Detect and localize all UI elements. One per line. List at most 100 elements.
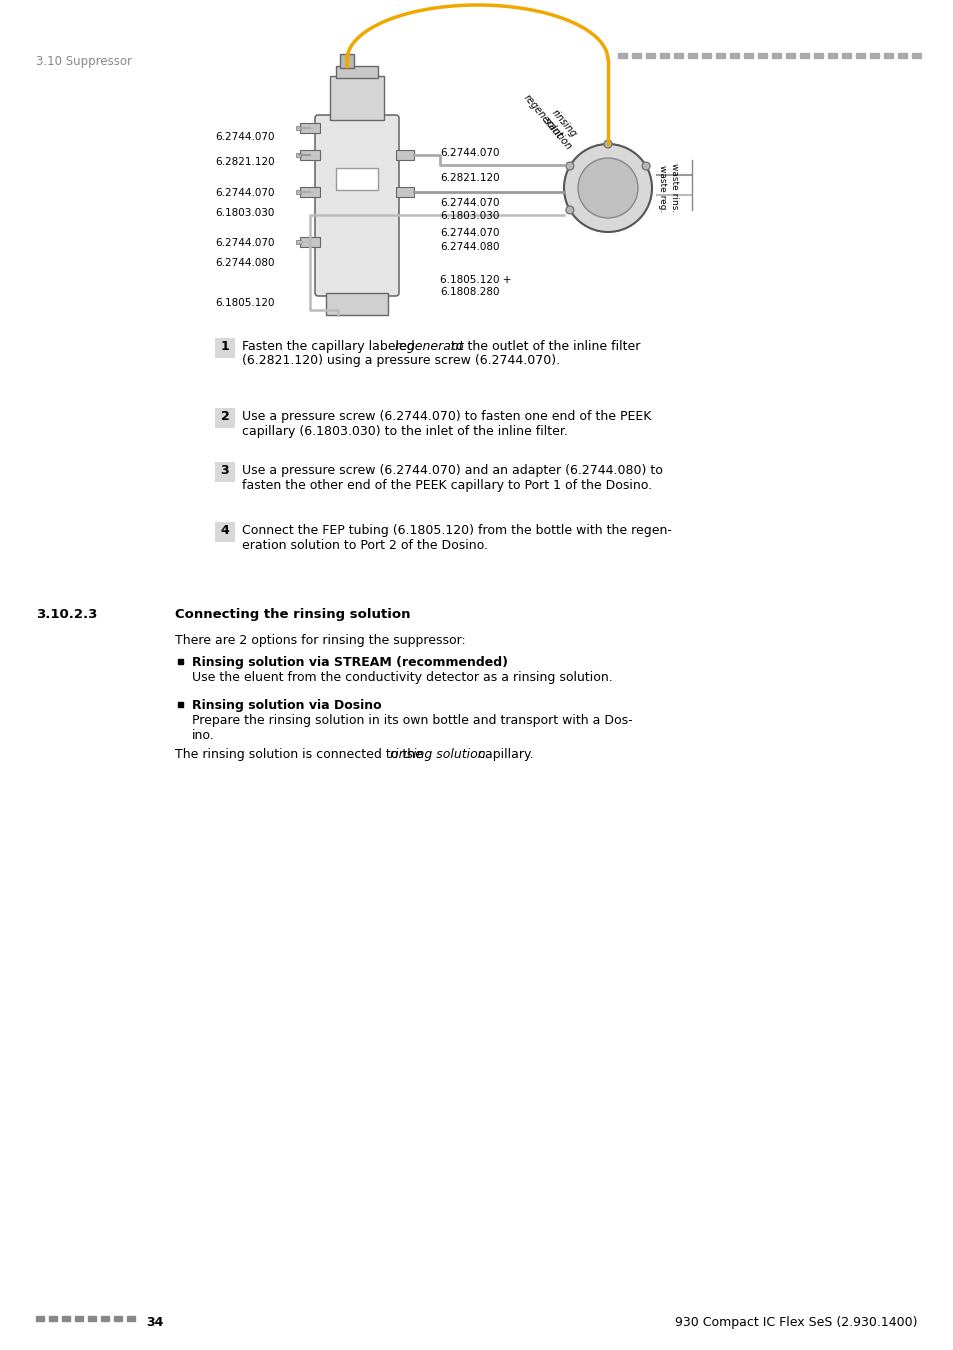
Text: The rinsing solution is connected to the: The rinsing solution is connected to the xyxy=(174,748,426,761)
Bar xyxy=(729,53,739,58)
Text: 6.2821.120: 6.2821.120 xyxy=(439,173,499,184)
Bar xyxy=(295,190,301,194)
Text: 4: 4 xyxy=(220,524,229,537)
Bar xyxy=(339,54,354,68)
Text: 34: 34 xyxy=(146,1316,163,1328)
Text: regenerant: regenerant xyxy=(521,93,564,142)
Bar xyxy=(101,1316,109,1322)
Bar xyxy=(113,1316,122,1322)
Text: 6.2744.070: 6.2744.070 xyxy=(439,198,499,208)
Text: rinsing
solution: rinsing solution xyxy=(540,108,582,151)
Text: 2: 2 xyxy=(220,410,229,423)
Bar xyxy=(883,53,892,58)
Bar xyxy=(800,53,808,58)
Bar xyxy=(618,53,626,58)
Text: Rinsing solution via Dosino: Rinsing solution via Dosino xyxy=(192,699,381,711)
Bar xyxy=(299,238,319,247)
Bar xyxy=(330,76,384,120)
Text: 3.10 Suppressor: 3.10 Suppressor xyxy=(36,55,132,68)
Text: Fasten the capillary labeled: Fasten the capillary labeled xyxy=(242,340,418,352)
Bar xyxy=(75,1316,83,1322)
Text: Use a pressure screw (6.2744.070) and an adapter (6.2744.080) to
fasten the othe: Use a pressure screw (6.2744.070) and an… xyxy=(242,464,662,491)
Text: There are 2 options for rinsing the suppressor:: There are 2 options for rinsing the supp… xyxy=(174,634,465,647)
Bar xyxy=(214,408,234,428)
Circle shape xyxy=(603,140,612,148)
Text: 6.2744.070: 6.2744.070 xyxy=(439,228,499,238)
Bar xyxy=(62,1316,70,1322)
Text: 6.2744.070: 6.2744.070 xyxy=(214,188,274,198)
Bar xyxy=(127,1316,135,1322)
Bar xyxy=(299,150,319,161)
Bar xyxy=(299,123,319,134)
Bar xyxy=(855,53,864,58)
Bar xyxy=(88,1316,96,1322)
Bar xyxy=(743,53,752,58)
Bar xyxy=(687,53,697,58)
FancyBboxPatch shape xyxy=(314,115,398,296)
Text: 1: 1 xyxy=(220,340,229,352)
Text: regenerant: regenerant xyxy=(394,340,463,352)
Bar xyxy=(49,1316,57,1322)
Circle shape xyxy=(565,162,574,170)
Text: Use the eluent from the conductivity detector as a rinsing solution.: Use the eluent from the conductivity det… xyxy=(192,671,612,684)
Bar xyxy=(178,659,183,664)
Bar xyxy=(299,188,319,197)
Bar xyxy=(214,338,234,358)
Text: waste reg.: waste reg. xyxy=(658,165,666,212)
Text: 3.10.2.3: 3.10.2.3 xyxy=(36,608,97,621)
Text: capillary.: capillary. xyxy=(474,748,534,761)
Bar xyxy=(645,53,655,58)
Text: Use a pressure screw (6.2744.070) to fasten one end of the PEEK
capillary (6.180: Use a pressure screw (6.2744.070) to fas… xyxy=(242,410,651,437)
Bar xyxy=(785,53,794,58)
Bar xyxy=(295,153,301,157)
Bar xyxy=(36,1316,44,1322)
Text: (6.2821.120) using a pressure screw (6.2744.070).: (6.2821.120) using a pressure screw (6.2… xyxy=(242,354,559,367)
Text: Rinsing solution via STREAM (recommended): Rinsing solution via STREAM (recommended… xyxy=(192,656,507,670)
Text: 6.2744.070: 6.2744.070 xyxy=(214,132,274,142)
Bar xyxy=(897,53,906,58)
Bar xyxy=(673,53,682,58)
Text: 6.2744.080: 6.2744.080 xyxy=(214,258,274,269)
Bar xyxy=(758,53,766,58)
Text: to the outlet of the inline filter: to the outlet of the inline filter xyxy=(446,340,639,352)
Text: 6.1805.120: 6.1805.120 xyxy=(214,298,274,308)
Text: 6.2744.080: 6.2744.080 xyxy=(439,242,499,252)
Bar xyxy=(659,53,668,58)
Bar xyxy=(395,150,414,161)
Circle shape xyxy=(563,144,651,232)
Text: 6.2744.070: 6.2744.070 xyxy=(214,238,274,248)
Bar xyxy=(631,53,640,58)
Text: Prepare the rinsing solution in its own bottle and transport with a Dos-
ino.: Prepare the rinsing solution in its own … xyxy=(192,714,632,743)
Text: 3: 3 xyxy=(220,464,229,477)
Bar xyxy=(295,126,301,130)
Bar xyxy=(771,53,781,58)
Text: rinsing solution: rinsing solution xyxy=(390,748,485,761)
Circle shape xyxy=(641,162,649,170)
Text: 6.2744.070: 6.2744.070 xyxy=(439,148,499,158)
Circle shape xyxy=(578,158,638,217)
Bar xyxy=(716,53,724,58)
Bar xyxy=(295,240,301,244)
Bar xyxy=(395,188,414,197)
Text: 6.1805.120 +
6.1808.280: 6.1805.120 + 6.1808.280 xyxy=(439,275,511,297)
Bar xyxy=(214,462,234,482)
Bar xyxy=(827,53,836,58)
Bar xyxy=(813,53,822,58)
Bar xyxy=(178,702,183,707)
Bar xyxy=(841,53,850,58)
Bar xyxy=(214,522,234,541)
Text: 6.1803.030: 6.1803.030 xyxy=(214,208,274,217)
Text: 930 Compact IC Flex SeS (2.930.1400): 930 Compact IC Flex SeS (2.930.1400) xyxy=(675,1316,917,1328)
Bar xyxy=(326,293,388,315)
Text: 6.1803.030: 6.1803.030 xyxy=(439,211,498,221)
Bar xyxy=(911,53,920,58)
Text: 6.2821.120: 6.2821.120 xyxy=(214,157,274,167)
Text: Connect the FEP tubing (6.1805.120) from the bottle with the regen-
eration solu: Connect the FEP tubing (6.1805.120) from… xyxy=(242,524,671,552)
Text: Connecting the rinsing solution: Connecting the rinsing solution xyxy=(174,608,410,621)
Bar xyxy=(701,53,710,58)
Bar xyxy=(869,53,878,58)
Bar xyxy=(335,66,377,78)
Circle shape xyxy=(565,207,574,215)
Text: waste rins.: waste rins. xyxy=(669,163,679,212)
Bar xyxy=(335,167,377,190)
